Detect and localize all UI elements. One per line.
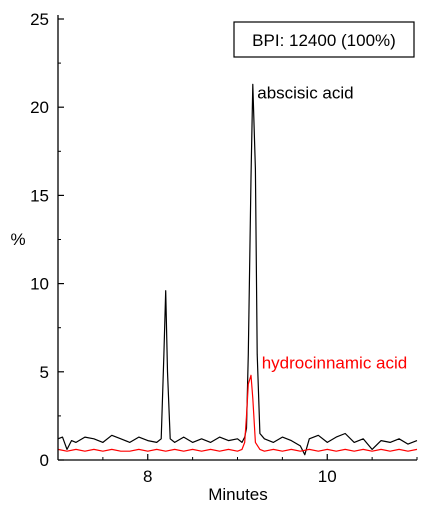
x-tick-label: 8 [143,467,152,486]
series-line-2 [57,374,418,452]
series-layer [57,83,418,456]
y-tick-label: 5 [40,363,49,382]
legend-box: BPI: 12400 (100%) [233,21,415,58]
y-tick-label: 25 [30,10,49,29]
legend-box-label: BPI: 12400 (100%) [252,31,396,50]
y-tick-label: 20 [30,98,49,117]
x-tick-label: 10 [318,467,337,486]
annotation-1: abscisic acid [257,83,353,102]
series-line-1 [57,83,418,456]
legend-box-frame [233,21,415,58]
y-axis-title: % [10,230,25,249]
axes-layer [57,15,417,461]
y-tick-label: 10 [30,275,49,294]
annotations: abscisic acid hydrocinnamic acid [257,83,407,372]
ticks-layer: 0 5 10 15 20 25 8 10 [30,10,418,486]
x-axis-title: Minutes [208,485,268,504]
y-tick-label: 15 [30,186,49,205]
y-tick-label: 0 [40,451,49,470]
annotation-2: hydrocinnamic acid [262,353,408,372]
